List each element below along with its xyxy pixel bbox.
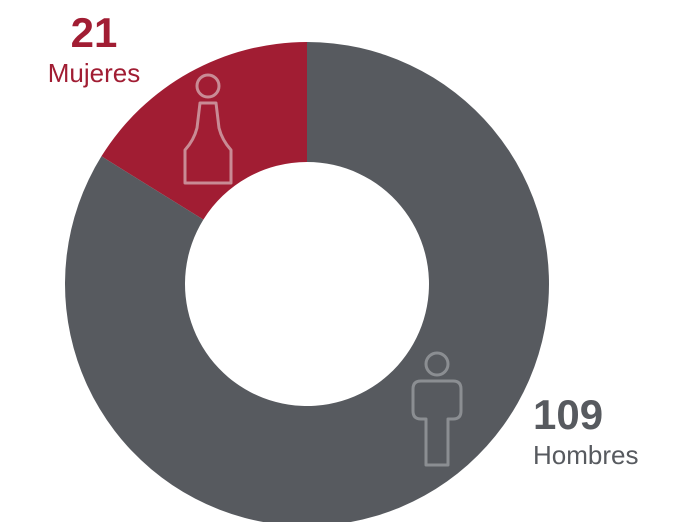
mujeres-value: 21: [70, 9, 118, 56]
label-hombres: 109 Hombres: [533, 391, 673, 470]
hombres-value: 109: [533, 391, 604, 438]
mujeres-category: Mujeres: [47, 58, 141, 88]
female-person-icon: [183, 73, 233, 185]
slice-hombres: [65, 42, 549, 522]
donut-slices: [65, 42, 549, 522]
male-person-icon: [411, 351, 463, 467]
label-mujeres: 21 Mujeres: [34, 9, 154, 88]
hombres-category: Hombres: [533, 440, 639, 470]
slice-mujeres: [101, 42, 307, 220]
